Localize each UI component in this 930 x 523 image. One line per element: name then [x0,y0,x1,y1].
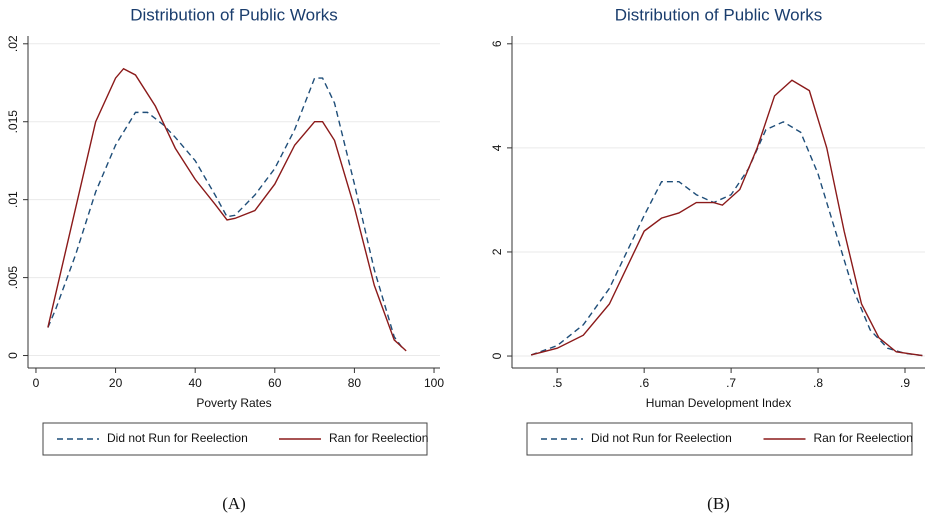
y-tick-label: 0 [490,352,504,359]
chart-title: Distribution of Public Works [130,5,338,24]
y-tick-label: 6 [490,40,504,47]
density-line [47,67,407,352]
caption: (B) [707,494,730,513]
x-tick-label: .5 [552,376,562,390]
x-tick-label: 80 [348,376,362,390]
y-tick-label: .015 [6,110,20,134]
caption: (A) [222,494,246,513]
density-line [530,121,923,357]
legend-label: Ran for Reelection [814,431,913,445]
legend-box [42,422,428,456]
y-tick-label: .02 [6,35,20,52]
y-tick-label: .01 [6,191,20,208]
density-line [530,79,923,357]
x-tick-label: .9 [900,376,910,390]
x-tick-label: 20 [109,376,123,390]
x-tick-label: 0 [33,376,40,390]
x-tick-label: .7 [726,376,736,390]
x-axis-label: Poverty Rates [196,396,271,410]
x-tick-label: .6 [639,376,649,390]
x-axis-label: Human Development Index [646,396,791,410]
legend-label: Did not Run for Reelection [107,431,248,445]
density-line [47,77,403,349]
x-tick-label: 100 [424,376,444,390]
x-tick-label: 60 [268,376,282,390]
y-tick-label: 2 [490,248,504,255]
y-tick-label: .005 [6,266,20,290]
legend-label: Did not Run for Reelection [591,431,732,445]
legend-label: Ran for Reelection [329,431,428,445]
chart-title: Distribution of Public Works [615,5,823,24]
x-tick-label: 40 [189,376,203,390]
x-tick-label: .8 [813,376,823,390]
y-tick-label: 4 [490,144,504,151]
legend-box [526,422,913,456]
y-tick-label: 0 [6,352,20,359]
